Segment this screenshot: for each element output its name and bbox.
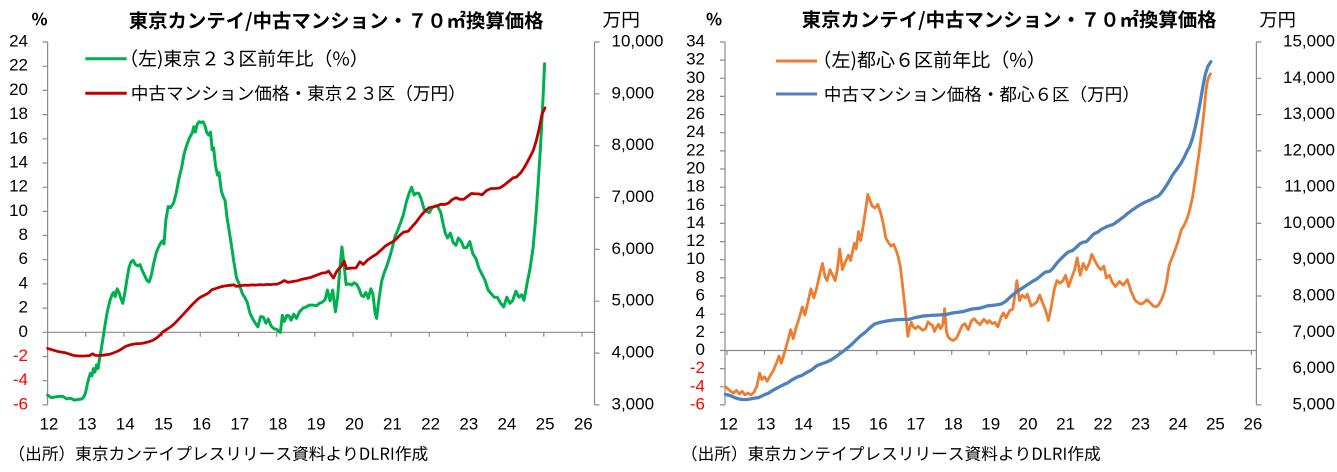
svg-text:4: 4 [19, 273, 28, 292]
svg-text:18: 18 [944, 415, 963, 434]
svg-text:6,000: 6,000 [612, 239, 655, 258]
svg-text:22: 22 [1094, 415, 1113, 434]
svg-text:0: 0 [19, 322, 28, 341]
svg-text:13: 13 [78, 415, 97, 434]
svg-text:-2: -2 [13, 346, 28, 365]
svg-text:16: 16 [686, 195, 705, 214]
svg-text:9,000: 9,000 [612, 83, 655, 102]
svg-text:20: 20 [345, 415, 364, 434]
svg-text:23: 23 [1131, 415, 1150, 434]
svg-text:0: 0 [696, 340, 705, 359]
svg-text:21: 21 [383, 415, 402, 434]
svg-text:13,000: 13,000 [1283, 104, 1335, 123]
svg-text:14: 14 [9, 153, 28, 172]
svg-text:19: 19 [981, 415, 1000, 434]
svg-text:28: 28 [686, 86, 705, 105]
svg-text:34: 34 [686, 32, 705, 51]
svg-text:4: 4 [696, 304, 705, 323]
svg-text:8: 8 [696, 267, 705, 286]
svg-text:32: 32 [686, 50, 705, 69]
svg-text:14: 14 [116, 415, 135, 434]
svg-text:16: 16 [9, 128, 28, 147]
svg-text:6: 6 [19, 249, 28, 268]
svg-text:18: 18 [268, 415, 287, 434]
svg-text:24: 24 [1169, 415, 1188, 434]
svg-text:18: 18 [9, 104, 28, 123]
svg-text:-6: -6 [690, 394, 705, 413]
svg-text:30: 30 [686, 68, 705, 87]
svg-text:6: 6 [696, 286, 705, 305]
svg-text:12: 12 [39, 415, 58, 434]
svg-text:10,000: 10,000 [1283, 213, 1335, 232]
svg-text:5,000: 5,000 [1292, 394, 1335, 413]
svg-text:12: 12 [719, 415, 738, 434]
svg-text:14,000: 14,000 [1283, 68, 1335, 87]
svg-text:12: 12 [686, 231, 705, 250]
svg-text:12: 12 [9, 177, 28, 196]
svg-text:17: 17 [906, 415, 925, 434]
svg-text:13: 13 [757, 415, 776, 434]
svg-text:15: 15 [154, 415, 173, 434]
svg-text:7,000: 7,000 [1292, 322, 1335, 341]
svg-text:16: 16 [192, 415, 211, 434]
svg-text:19: 19 [307, 415, 326, 434]
svg-text:24: 24 [497, 415, 516, 434]
svg-text:-4: -4 [690, 376, 705, 395]
svg-text:11,000: 11,000 [1284, 177, 1335, 196]
svg-text:10: 10 [9, 201, 28, 220]
svg-text:-2: -2 [690, 358, 705, 377]
svg-text:5,000: 5,000 [612, 291, 655, 310]
svg-text:8,000: 8,000 [1292, 286, 1335, 305]
svg-text:4,000: 4,000 [612, 343, 655, 362]
svg-text:-4: -4 [13, 370, 28, 389]
svg-text:14: 14 [686, 213, 705, 232]
svg-text:23: 23 [459, 415, 478, 434]
svg-text:9,000: 9,000 [1292, 249, 1335, 268]
svg-text:20: 20 [686, 159, 705, 178]
svg-text:21: 21 [1056, 415, 1075, 434]
svg-text:14: 14 [794, 415, 813, 434]
svg-text:15,000: 15,000 [1283, 32, 1335, 51]
svg-text:8: 8 [19, 225, 28, 244]
svg-text:8,000: 8,000 [612, 135, 655, 154]
svg-text:3,000: 3,000 [612, 394, 655, 413]
svg-text:26: 26 [686, 104, 705, 123]
svg-text:16: 16 [869, 415, 888, 434]
svg-text:2: 2 [696, 322, 705, 341]
svg-text:12,000: 12,000 [1283, 140, 1335, 159]
svg-text:22: 22 [9, 56, 28, 75]
svg-text:20: 20 [9, 80, 28, 99]
svg-text:18: 18 [686, 177, 705, 196]
svg-text:10,000: 10,000 [612, 32, 664, 51]
svg-text:2: 2 [19, 298, 28, 317]
svg-text:22: 22 [421, 415, 440, 434]
svg-text:24: 24 [686, 122, 705, 141]
svg-text:7,000: 7,000 [612, 187, 655, 206]
svg-text:20: 20 [1019, 415, 1038, 434]
svg-text:26: 26 [574, 415, 593, 434]
svg-text:15: 15 [831, 415, 850, 434]
svg-text:17: 17 [230, 415, 249, 434]
svg-text:25: 25 [1206, 415, 1225, 434]
svg-text:10: 10 [686, 249, 705, 268]
svg-text:22: 22 [686, 140, 705, 159]
svg-text:24: 24 [9, 32, 28, 51]
svg-text:-6: -6 [13, 394, 28, 413]
svg-text:25: 25 [536, 415, 555, 434]
svg-text:26: 26 [1243, 415, 1262, 434]
svg-text:6,000: 6,000 [1292, 358, 1335, 377]
